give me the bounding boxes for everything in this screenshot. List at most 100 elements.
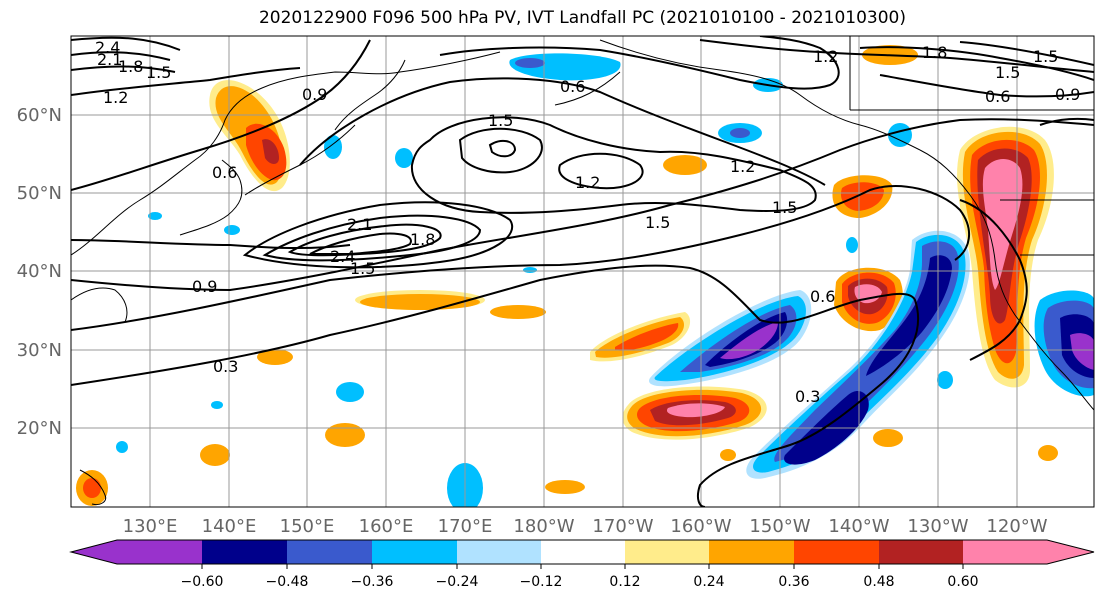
colorbar-tick-label: −0.48 [266, 574, 309, 590]
lon-label: 170°E [438, 516, 493, 537]
colorbar-outline [69, 539, 1095, 565]
pv-contour [458, 127, 543, 174]
colorbar-tick-label: −0.12 [520, 574, 563, 590]
pv-contour [1039, 117, 1094, 126]
contour-label: 1.2 [730, 157, 755, 176]
coastline-japan [179, 159, 243, 236]
lon-label: 120°W [986, 516, 1047, 537]
contour-label: 1.5 [772, 198, 797, 217]
colorbar-tick-label: −0.60 [181, 574, 224, 590]
contour-label: 1.5 [350, 259, 375, 278]
colorbar-tick-label: 0.12 [609, 574, 640, 590]
colorbar-tick-label: 0.48 [863, 574, 894, 590]
colorbar-cell [541, 540, 625, 564]
contour-label: 1.2 [103, 88, 128, 107]
shade-blob [622, 386, 767, 440]
pv-contour [287, 223, 442, 257]
pv-contour [71, 264, 920, 507]
colorbar-tick-label: −0.36 [351, 574, 394, 590]
map-title: 2020122900 F096 500 hPa PV, IVT Landfall… [258, 8, 906, 28]
pv-contour [959, 199, 1028, 361]
contour-label: 2.4 [330, 247, 355, 266]
contour-label: 1.8 [118, 57, 143, 76]
colorbar-cell [625, 540, 709, 564]
pv-contour [71, 118, 1094, 292]
contour-labels: 2.4 2.1 1.8 1.5 1.2 0.9 0.6 1.5 1.2 1.5 … [95, 38, 1080, 406]
pv-contour [558, 152, 644, 190]
pv-contour [439, 36, 840, 90]
lat-label: 60°N [17, 105, 62, 126]
pv-contour [262, 214, 482, 262]
pv-contour [879, 74, 1094, 98]
contour-label: 0.9 [1055, 85, 1080, 104]
colorbar-cell [287, 540, 372, 564]
lat-label: 30°N [17, 340, 62, 361]
colorbar-cell [372, 540, 457, 564]
contour-label: 0.3 [213, 357, 238, 376]
colorbar-high-arrow [1047, 540, 1094, 564]
coastline-korea [71, 287, 128, 323]
colorbar-low-arrow [71, 540, 117, 564]
pv-contour [299, 77, 826, 186]
colorbar-cell [963, 540, 1047, 564]
colorbar-cell [457, 540, 541, 564]
contour-label: 2.4 [95, 38, 120, 57]
pv-contour [488, 139, 517, 158]
pv-contour [71, 185, 970, 331]
coastline-aleutians [554, 71, 621, 106]
colorbar-cell [202, 540, 287, 564]
contour-label: 1.5 [146, 63, 171, 82]
pv-contour [71, 67, 301, 96]
colorbar-cell [117, 540, 202, 564]
contour-label: 1.2 [575, 173, 600, 192]
shade-blob [957, 126, 1054, 388]
pv-contour [71, 65, 176, 73]
lon-label: 170°W [592, 516, 653, 537]
colorbar-tick-label: 0.36 [778, 574, 809, 590]
colorbar-ticks [201, 564, 964, 569]
pv-contour [242, 201, 514, 269]
ivt-shading [76, 45, 1094, 507]
pv-contour [859, 46, 1094, 81]
longitude-labels: 130°E 140°E 150°E 160°E 170°E 180°W 170°… [123, 516, 1048, 537]
contour-label: 2.1 [347, 215, 372, 234]
lat-label: 50°N [17, 183, 62, 204]
contour-label: 1.8 [410, 230, 435, 249]
coastline-north-america [919, 149, 1094, 411]
contour-label: 0.9 [192, 277, 217, 296]
contour-label: 1.2 [813, 47, 838, 66]
pv-contour [71, 39, 371, 191]
pv-contour [71, 239, 351, 250]
shade-blob [649, 290, 812, 387]
pv-contour [699, 39, 1094, 73]
lat-label: 20°N [17, 418, 62, 439]
pv-contour [71, 51, 171, 61]
shade-blob [1034, 290, 1094, 397]
colorbar-cell [794, 540, 879, 564]
colorbar-cell [879, 540, 963, 564]
contour-label: 1.5 [488, 111, 513, 130]
contour-label: 0.9 [302, 85, 327, 104]
lon-label: 160°E [359, 516, 414, 537]
lon-label: 140°W [828, 516, 889, 537]
map-frame [70, 35, 1095, 508]
lon-label: 160°W [670, 516, 731, 537]
pv-contours [71, 36, 1094, 507]
contour-label: 0.6 [212, 163, 237, 182]
lon-label: 130°E [123, 516, 178, 537]
colorbar-tick-label: −0.24 [436, 574, 479, 590]
pv-contour [309, 232, 412, 255]
lon-label: 130°W [907, 516, 968, 537]
lat-label: 40°N [17, 261, 62, 282]
shade-blob [590, 312, 691, 362]
colorbar-tick-label: 0.24 [693, 574, 724, 590]
coastline-alaska [599, 39, 921, 151]
contour-label: 2.1 [97, 50, 122, 69]
coastline-kamchatka [334, 59, 406, 131]
colorbar-cell [709, 540, 794, 564]
contour-label: 1.5 [1033, 47, 1058, 66]
coastline-canada-border [849, 36, 1094, 256]
lon-label: 150°E [280, 516, 335, 537]
contour-label: 1.8 [922, 43, 947, 62]
